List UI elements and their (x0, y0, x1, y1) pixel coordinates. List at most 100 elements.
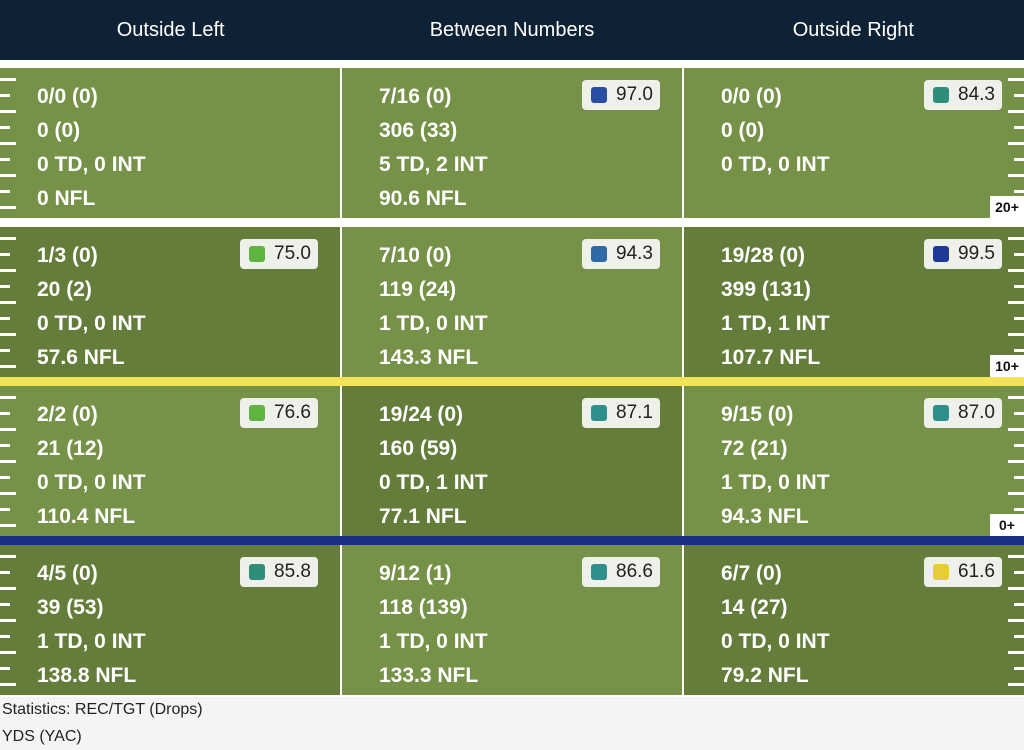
stat-td-int: 0 TD, 1 INT (379, 471, 488, 494)
hash-mark (1014, 94, 1024, 97)
hash-mark (1008, 142, 1024, 145)
grade-value: 97.0 (616, 84, 653, 105)
stat-yards-yac: 0 (0) (721, 119, 765, 142)
hash-mark (0, 619, 16, 622)
hash-mark (0, 237, 16, 240)
grade-value: 85.8 (274, 561, 311, 582)
grade-badge: 76.6 (240, 398, 318, 428)
hash-mark (1014, 635, 1024, 638)
yard-depth-label: 20+ (990, 196, 1024, 218)
hash-mark (1014, 603, 1024, 606)
column-title-outside-right: Outside Right (792, 19, 914, 41)
zone-cell-outside-left[interactable]: 0/0 (0) 0 (0) 0 TD, 0 INT 0 NFL (0, 68, 340, 218)
stat-nfl-rating: 94.3 NFL (721, 505, 809, 528)
stat-nfl-rating: 133.3 NFL (379, 664, 479, 687)
hash-mark (0, 126, 10, 129)
grade-color-swatch (591, 564, 607, 580)
hash-mark (1014, 317, 1024, 320)
stat-nfl-rating: 138.8 NFL (37, 664, 137, 687)
hash-mark (1008, 587, 1024, 590)
hash-mark (0, 78, 16, 81)
zone-cell-between-numbers[interactable]: 7/10 (0) 119 (24) 1 TD, 0 INT 143.3 NFL 94.3 (342, 227, 682, 377)
grade-color-swatch (933, 405, 949, 421)
hash-mark (1014, 508, 1024, 511)
hash-mark (0, 365, 16, 368)
legend: Statistics: REC/TGT (Drops) YDS (YAC) (0, 697, 1024, 750)
hash-mark (1014, 476, 1024, 479)
hash-mark (1008, 619, 1024, 622)
zone-cell-between-numbers[interactable]: 7/16 (0) 306 (33) 5 TD, 2 INT 90.6 NFL 97.0 (342, 68, 682, 218)
hash-mark (0, 651, 16, 654)
hash-mark (1014, 253, 1024, 256)
hash-mark (1008, 555, 1024, 558)
grade-badge: 87.1 (582, 398, 660, 428)
grade-badge: 86.6 (582, 557, 660, 587)
grade-color-swatch (249, 246, 265, 262)
hash-mark (1014, 412, 1024, 415)
hash-mark (1008, 428, 1024, 431)
grade-badge: 75.0 (240, 239, 318, 269)
hash-marks (0, 68, 16, 218)
hash-mark (1014, 444, 1024, 447)
zone-cell-between-numbers[interactable]: 9/12 (1) 118 (139) 1 TD, 0 INT 133.3 NFL 86.… (342, 545, 682, 695)
stat-rec-tgt-drops: 0/0 (0) (37, 85, 98, 108)
hash-mark (0, 412, 10, 415)
hash-mark (0, 460, 16, 463)
grade-color-swatch (933, 564, 949, 580)
football-field-grid: 0/0 (0) 0 (0) 0 TD, 0 INT 0 NFL 7/16 (0) 306 … (0, 60, 1024, 697)
hash-mark (0, 158, 10, 161)
column-title-between-numbers: Between Numbers (429, 19, 595, 41)
stat-rec-tgt-drops: 2/2 (0) (37, 403, 98, 426)
stat-rec-tgt-drops: 19/28 (0) (721, 244, 806, 267)
grade-badge: 85.8 (240, 557, 318, 587)
hash-mark (0, 555, 16, 558)
stat-yards-yac: 119 (24) (379, 278, 457, 301)
stat-yards-yac: 306 (33) (379, 119, 458, 142)
stat-yards-yac: 39 (53) (37, 596, 104, 619)
hash-mark (1014, 285, 1024, 288)
stat-yards-yac: 399 (131) (721, 278, 811, 301)
yard-line-separator (0, 377, 1024, 386)
stat-td-int: 0 TD, 0 INT (37, 312, 146, 335)
zone-cell-outside-right[interactable]: 6/7 (0) 14 (27) 0 TD, 0 INT 79.2 NFL 61.6 (684, 545, 1024, 695)
stat-td-int: 1 TD, 0 INT (721, 471, 830, 494)
zone-cell-outside-left[interactable]: 4/5 (0) 39 (53) 1 TD, 0 INT 138.8 NFL 85.8 (0, 545, 340, 695)
hash-mark (1014, 667, 1024, 670)
zone-cell-outside-right[interactable]: 0/0 (0) 0 (0) 0 TD, 0 INT 84.3 (684, 68, 1024, 218)
depth-zone-row: 4/5 (0) 39 (53) 1 TD, 0 INT 138.8 NFL 85.8 9/… (0, 545, 1024, 695)
stat-td-int: 0 TD, 0 INT (721, 153, 830, 176)
grade-color-swatch (591, 405, 607, 421)
stat-yards-yac: 118 (139) (379, 596, 468, 619)
depth-zone-row: 2/2 (0) 21 (12) 0 TD, 0 INT 110.4 NFL 76.6 19… (0, 386, 1024, 536)
column-title-outside-left: Outside Left (116, 19, 225, 41)
zone-cell-outside-right[interactable]: 9/15 (0) 72 (21) 1 TD, 0 INT 94.3 NFL 87.0 (684, 386, 1024, 536)
hash-mark (0, 190, 10, 193)
grade-color-swatch (591, 246, 607, 262)
zone-cell-outside-left[interactable]: 1/3 (0) 20 (2) 0 TD, 0 INT 57.6 NFL 75.0 (0, 227, 340, 377)
zone-cell-outside-left[interactable]: 2/2 (0) 21 (12) 0 TD, 0 INT 110.4 NFL 76.6 (0, 386, 340, 536)
grade-badge: 87.0 (924, 398, 1002, 428)
zone-cell-between-numbers[interactable]: 19/24 (0) 160 (59) 0 TD, 1 INT 77.1 NFL 87.1 (342, 386, 682, 536)
hash-mark (0, 206, 16, 209)
hash-mark (0, 635, 10, 638)
hash-mark (0, 94, 10, 97)
hash-mark (0, 603, 10, 606)
yard-depth-label: 10+ (990, 355, 1024, 377)
hash-mark (1014, 571, 1024, 574)
grade-value: 99.5 (958, 243, 995, 264)
hash-mark (0, 508, 10, 511)
stat-rec-tgt-drops: 1/3 (0) (37, 244, 98, 267)
stat-nfl-rating: 0 NFL (37, 187, 96, 210)
depth-zone-row: 1/3 (0) 20 (2) 0 TD, 0 INT 57.6 NFL 75.0 7/10… (0, 227, 1024, 377)
hash-mark (0, 317, 10, 320)
hash-mark (0, 476, 10, 479)
stat-yards-yac: 0 (0) (37, 119, 81, 142)
hash-mark (0, 524, 16, 527)
stat-td-int: 0 TD, 0 INT (37, 471, 146, 494)
hash-mark (1008, 78, 1024, 81)
zone-cell-outside-right[interactable]: 19/28 (0) 399 (131) 1 TD, 1 INT 107.7 NFL 99… (684, 227, 1024, 377)
hash-mark (1008, 301, 1024, 304)
stat-nfl-rating: 110.4 NFL (37, 505, 136, 528)
grade-badge: 61.6 (924, 557, 1002, 587)
hash-mark (0, 110, 16, 113)
